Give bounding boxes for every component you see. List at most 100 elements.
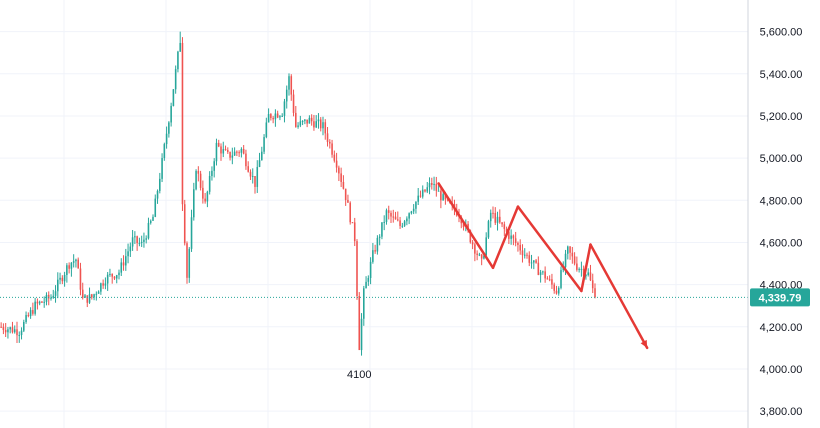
candle-body [265,122,268,138]
trendline-segment[interactable] [491,205,520,270]
candle-body [202,187,204,199]
candle-body [172,89,175,106]
price-tick-label: 5,400.00 [760,69,803,81]
candle-body [304,119,306,121]
candle-body [50,297,52,299]
candle-body [485,237,487,256]
candle-body [390,212,392,217]
candle-body [242,148,245,154]
candle-body [385,210,388,222]
candle-body [494,212,497,223]
candle-body [480,254,483,259]
candle-body [34,301,36,314]
candle-body [161,158,163,179]
candle-body [410,211,413,214]
candle-body [13,329,16,333]
candle-body [279,116,281,118]
candle-body [313,121,315,128]
candle-body [190,217,193,249]
candle-body [353,222,356,242]
candle-body [211,170,213,177]
candle-body [442,194,444,201]
candle-body [582,268,585,276]
candle-body [143,239,145,242]
candle-body [537,262,540,275]
candle-body [16,329,18,336]
candle-body [247,166,249,172]
trendline-segment[interactable] [580,243,592,293]
candle-body [530,262,533,264]
candle-body [254,176,256,187]
candle-body [351,222,354,224]
candle-body [401,225,404,227]
candle-body [267,114,270,123]
candle-body [147,222,150,239]
candle-body [542,271,544,273]
candle-body [109,273,111,275]
candle-body [84,295,86,298]
candle-body [111,273,113,277]
candle-body [36,301,39,304]
candle-body [419,195,422,197]
price-axis[interactable]: 5,600.00 5,400.00 5,200.00 5,000.00 4,800.00… [760,27,803,419]
candle-body [317,119,320,122]
candle-body [580,268,583,270]
candle-body [113,276,116,279]
candle-body [508,231,510,239]
price-tick-label: 4,800.00 [760,195,803,207]
candle-body [106,274,109,284]
candle-body [63,274,66,282]
candle-body [474,244,476,254]
candle-body [324,122,327,134]
candle-body [81,289,84,298]
candle-body [149,220,152,223]
candle-body [138,242,141,244]
candle-body [231,155,234,158]
candle-body [32,310,34,314]
candle-body [136,236,138,244]
candle-body [59,277,61,280]
candle-body [0,326,2,328]
candle-body [168,122,170,134]
candle-body [476,253,478,255]
candle-body [333,154,336,161]
low-annotation-label: 4100 [347,369,371,381]
candle-body [406,218,408,222]
trendline-segment[interactable] [589,243,649,350]
candle-body [347,199,349,203]
candle-body [118,272,120,276]
candle-body [72,261,75,263]
candle-body [591,280,594,289]
candle-body [152,216,154,221]
candle-body [503,224,506,229]
candle-body [471,242,474,245]
candle-body [587,272,589,276]
candle-body [249,171,252,177]
candle-body [315,121,317,128]
candle-body [2,326,5,331]
candle-body [4,330,7,333]
candle-body [104,283,107,286]
candle-body [75,259,77,262]
candle-body [585,275,587,277]
candle-body [526,254,528,256]
candle-body [258,160,261,167]
trendline-segment[interactable] [437,182,495,270]
candle-body [322,122,324,129]
candle-body [557,287,560,294]
candle-body [245,153,247,167]
candle-body [129,246,132,252]
candle-body [270,114,272,118]
candle-body [27,315,30,317]
candle-body [233,151,236,156]
candle-body [140,241,143,243]
candle-body [415,201,417,209]
trendline-drawings[interactable] [437,182,649,350]
trendline-segment[interactable] [516,205,583,293]
candle-body [88,294,91,303]
candle-body [340,173,342,182]
candle-body [505,228,508,232]
candle-body [66,265,68,275]
candle-body [25,315,27,322]
